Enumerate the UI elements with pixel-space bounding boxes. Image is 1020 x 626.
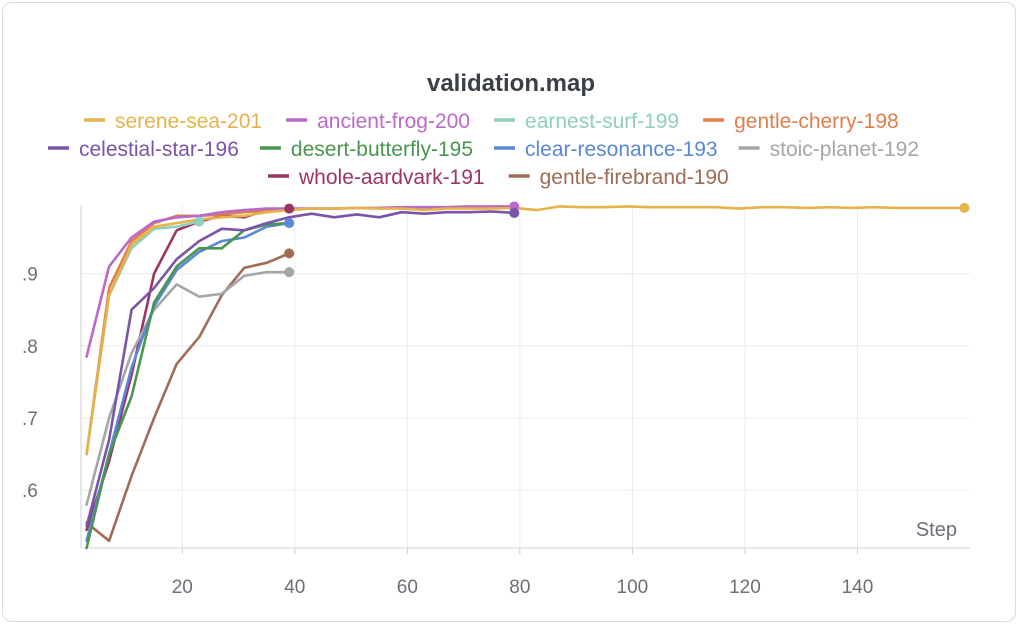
legend-label: ancient-frog-200 [317, 110, 470, 133]
series-end-point-stoic-planet-192 [284, 267, 295, 278]
series-end-point-celestial-star-196 [509, 207, 520, 218]
x-tick-label: 20 [172, 577, 193, 598]
x-tick-label: 100 [617, 577, 649, 598]
legend-item-clear-resonance-193[interactable]: clear-resonance-193 [494, 138, 718, 161]
x-tick-label: 60 [397, 577, 418, 598]
legend-label: whole-aardvark-191 [298, 166, 485, 189]
series-end-point-whole-aardvark-191 [284, 203, 295, 214]
y-tick-label: .6 [22, 481, 38, 502]
series-line-clear-resonance-193 [85, 221, 291, 543]
x-tick-label: 40 [284, 577, 305, 598]
legend-item-celestial-star-196[interactable]: celestial-star-196 [48, 138, 239, 161]
legend-label: earnest-surf-199 [525, 110, 679, 133]
legend-item-gentle-firebrand-190[interactable]: gentle-firebrand-190 [508, 166, 729, 189]
series-end-point-serene-sea-201 [959, 202, 970, 213]
legend-item-desert-butterfly-195[interactable]: desert-butterfly-195 [259, 138, 473, 161]
grid [81, 205, 970, 548]
series-end-point-earnest-surf-199 [194, 216, 205, 227]
legend-item-whole-aardvark-191[interactable]: whole-aardvark-191 [268, 166, 485, 189]
x-tick-label: 120 [729, 577, 761, 598]
series-lines [85, 201, 970, 550]
legend: serene-sea-201 ancient-frog-200 earnest-su… [48, 110, 919, 189]
legend-label: gentle-firebrand-190 [540, 166, 729, 189]
axes: .6 .7 .8 .9 20 40 60 80 100 120 140 [22, 205, 970, 598]
x-tick-label: 80 [509, 577, 530, 598]
chart-title: validation.map [427, 70, 595, 97]
series-line-serene-sea-201 [85, 205, 966, 456]
legend-item-gentle-cherry-198[interactable]: gentle-cherry-198 [703, 110, 899, 133]
legend-label: celestial-star-196 [79, 138, 239, 161]
y-tick-label: .8 [22, 337, 38, 358]
legend-label: serene-sea-201 [115, 110, 262, 133]
x-axis-label: Step [916, 519, 957, 541]
legend-label: desert-butterfly-195 [291, 138, 473, 161]
legend-label: gentle-cherry-198 [734, 110, 899, 133]
legend-label: clear-resonance-193 [525, 138, 718, 161]
series-end-point-gentle-firebrand-190 [284, 248, 295, 259]
series-line-stoic-planet-192 [85, 270, 291, 507]
legend-item-earnest-surf-199[interactable]: earnest-surf-199 [494, 110, 679, 133]
series-line-celestial-star-196 [85, 210, 516, 528]
series-line-gentle-cherry-198 [85, 207, 291, 456]
legend-item-ancient-frog-200[interactable]: ancient-frog-200 [286, 110, 470, 133]
y-tick-label: .7 [22, 409, 38, 430]
legend-item-serene-sea-201[interactable]: serene-sea-201 [84, 110, 262, 133]
series-line-gentle-firebrand-190 [85, 252, 291, 543]
legend-label: stoic-planet-192 [770, 138, 919, 161]
legend-item-stoic-planet-192[interactable]: stoic-planet-192 [738, 138, 919, 161]
x-tick-label: 140 [842, 577, 874, 598]
y-tick-label: .9 [22, 265, 38, 286]
series-end-point-clear-resonance-193 [284, 218, 295, 229]
